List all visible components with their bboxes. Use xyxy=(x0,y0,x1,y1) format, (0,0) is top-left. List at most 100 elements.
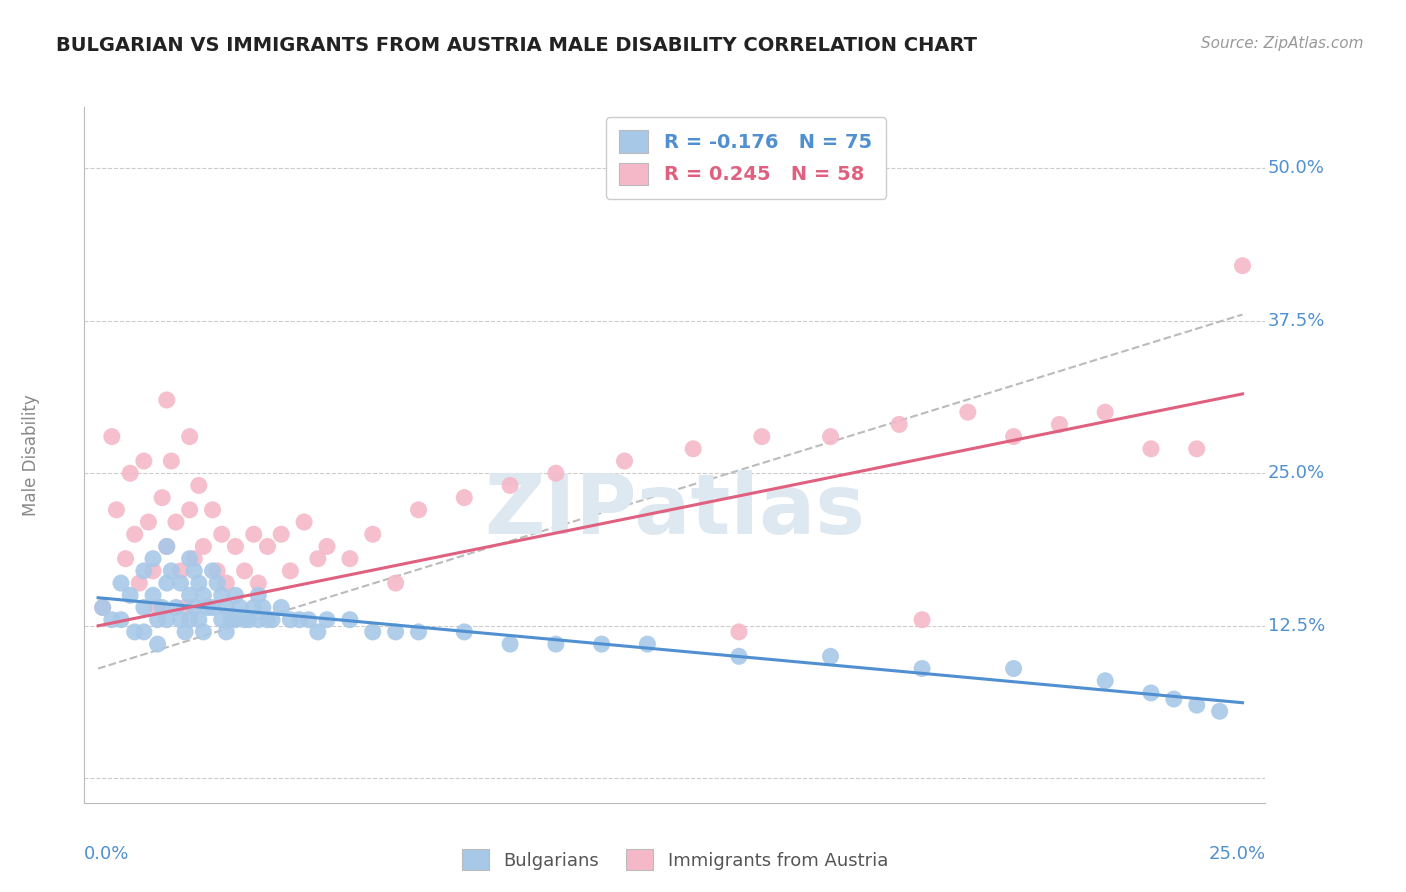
Point xyxy=(146,613,169,627)
Point xyxy=(247,613,270,627)
Point xyxy=(215,600,238,615)
Point xyxy=(728,624,751,639)
Point xyxy=(233,613,256,627)
Point xyxy=(384,624,406,639)
Point xyxy=(499,478,522,492)
Point xyxy=(211,613,233,627)
Point xyxy=(91,600,114,615)
Point xyxy=(101,429,124,443)
Point xyxy=(728,649,751,664)
Text: 0.0%: 0.0% xyxy=(84,845,129,863)
Point xyxy=(169,576,191,591)
Point xyxy=(1094,673,1116,688)
Text: 12.5%: 12.5% xyxy=(1268,616,1324,635)
Point xyxy=(911,613,934,627)
Point xyxy=(114,551,136,566)
Point xyxy=(138,515,160,529)
Point xyxy=(197,600,219,615)
Point xyxy=(1163,692,1185,706)
Point xyxy=(1094,405,1116,419)
Point xyxy=(1185,698,1208,713)
Point xyxy=(751,429,773,443)
Point xyxy=(124,527,146,541)
Point xyxy=(911,661,934,675)
Point xyxy=(256,613,278,627)
Point xyxy=(613,454,636,468)
Point xyxy=(453,624,475,639)
Text: 25.0%: 25.0% xyxy=(1208,845,1265,863)
Point xyxy=(280,564,302,578)
Point xyxy=(1140,686,1163,700)
Point xyxy=(187,576,209,591)
Point xyxy=(160,454,183,468)
Point xyxy=(156,540,179,554)
Point xyxy=(132,564,155,578)
Point xyxy=(252,600,274,615)
Text: 50.0%: 50.0% xyxy=(1268,159,1324,178)
Point xyxy=(150,491,173,505)
Point xyxy=(110,576,132,591)
Point xyxy=(316,540,339,554)
Point xyxy=(156,392,179,407)
Point xyxy=(146,637,169,651)
Point xyxy=(179,551,201,566)
Point xyxy=(105,503,128,517)
Point xyxy=(292,515,315,529)
Point xyxy=(636,637,658,651)
Point xyxy=(316,613,339,627)
Point xyxy=(211,588,233,602)
Point xyxy=(247,576,270,591)
Point xyxy=(193,540,215,554)
Point xyxy=(1208,704,1230,718)
Point xyxy=(307,551,329,566)
Point xyxy=(193,624,215,639)
Text: 25.0%: 25.0% xyxy=(1268,464,1324,483)
Point xyxy=(128,576,150,591)
Point xyxy=(229,600,252,615)
Point xyxy=(1047,417,1070,432)
Point xyxy=(224,613,246,627)
Point xyxy=(110,613,132,627)
Point xyxy=(238,613,260,627)
Point xyxy=(205,576,228,591)
Point xyxy=(142,551,165,566)
Point xyxy=(156,613,179,627)
Point xyxy=(242,600,264,615)
Point xyxy=(174,600,197,615)
Point xyxy=(179,588,201,602)
Point xyxy=(1002,661,1025,675)
Point xyxy=(1002,429,1025,443)
Text: 37.5%: 37.5% xyxy=(1268,311,1324,330)
Point xyxy=(820,429,842,443)
Point xyxy=(179,613,201,627)
Point xyxy=(453,491,475,505)
Point xyxy=(408,624,430,639)
Point xyxy=(219,613,242,627)
Point xyxy=(544,467,567,481)
Point xyxy=(233,564,256,578)
Point xyxy=(242,527,264,541)
Legend: Bulgarians, Immigrants from Austria: Bulgarians, Immigrants from Austria xyxy=(454,842,896,877)
Point xyxy=(165,515,187,529)
Point xyxy=(270,527,292,541)
Point xyxy=(91,600,114,615)
Point xyxy=(215,624,238,639)
Point xyxy=(201,564,224,578)
Point xyxy=(298,613,321,627)
Point xyxy=(183,564,205,578)
Point xyxy=(256,540,278,554)
Point xyxy=(224,588,246,602)
Point xyxy=(384,576,406,591)
Point xyxy=(132,454,155,468)
Point xyxy=(1232,259,1254,273)
Point xyxy=(132,600,155,615)
Point xyxy=(146,600,169,615)
Point xyxy=(120,588,142,602)
Point xyxy=(1140,442,1163,456)
Point xyxy=(215,576,238,591)
Point xyxy=(160,564,183,578)
Point xyxy=(156,540,179,554)
Point xyxy=(339,613,361,627)
Point xyxy=(307,624,329,639)
Point xyxy=(124,624,146,639)
